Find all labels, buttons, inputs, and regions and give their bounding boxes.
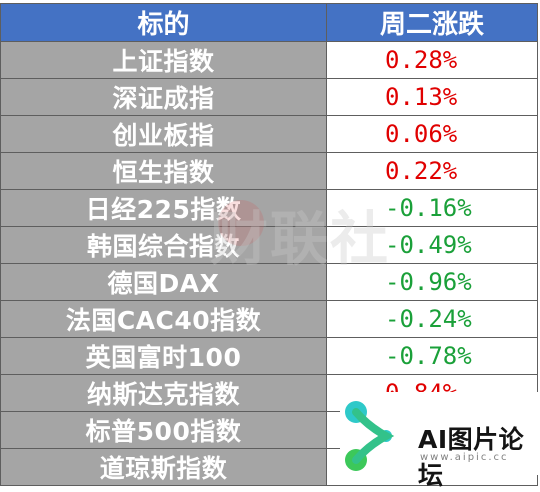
index-name-cell: 法国CAC40指数 — [0, 300, 327, 338]
network-logo-icon — [345, 401, 395, 471]
change-value-cell: -0.96% — [326, 263, 538, 301]
change-value-cell: -0.49% — [326, 226, 538, 264]
table-row: 法国CAC40指数 -0.24% — [0, 300, 538, 338]
index-name-cell: 韩国综合指数 — [0, 226, 327, 264]
table-row: 日经225指数 -0.16% — [0, 189, 538, 227]
change-value-cell: 0.06% — [326, 115, 538, 153]
change-value-cell: -0.16% — [326, 189, 538, 227]
change-value-cell: 0.22% — [326, 152, 538, 190]
table-row: 韩国综合指数 -0.49% — [0, 226, 538, 264]
table-row: 上证指数 0.28% — [0, 41, 538, 79]
table-header-row: 标的 周二涨跌 — [0, 3, 538, 42]
change-value-cell: 0.28% — [326, 41, 538, 79]
index-name-cell: 恒生指数 — [0, 152, 327, 190]
header-tuesday-change: 周二涨跌 — [326, 3, 538, 42]
logo-url: www.aipic.cc — [420, 452, 509, 463]
index-name-cell: 纳斯达克指数 — [0, 374, 327, 412]
change-value-cell: 0.13% — [326, 78, 538, 116]
index-name-cell: 创业板指 — [0, 115, 327, 153]
index-name-cell: 标普500指数 — [0, 411, 327, 449]
logo-badge — [340, 392, 540, 475]
table-row: 恒生指数 0.22% — [0, 152, 538, 190]
table-row: 创业板指 0.06% — [0, 115, 538, 153]
index-name-cell: 英国富时100 — [0, 337, 327, 375]
table-row: 英国富时100 -0.78% — [0, 337, 538, 375]
index-name-cell: 德国DAX — [0, 263, 327, 301]
index-name-cell: 上证指数 — [0, 41, 327, 79]
change-value-cell: -0.78% — [326, 337, 538, 375]
change-value-cell: -0.24% — [326, 300, 538, 338]
table-row: 德国DAX -0.96% — [0, 263, 538, 301]
index-name-cell: 道琼斯指数 — [0, 448, 327, 486]
header-index-name: 标的 — [0, 3, 327, 42]
table-row: 深证成指 0.13% — [0, 78, 538, 116]
index-name-cell: 日经225指数 — [0, 189, 327, 227]
index-name-cell: 深证成指 — [0, 78, 327, 116]
